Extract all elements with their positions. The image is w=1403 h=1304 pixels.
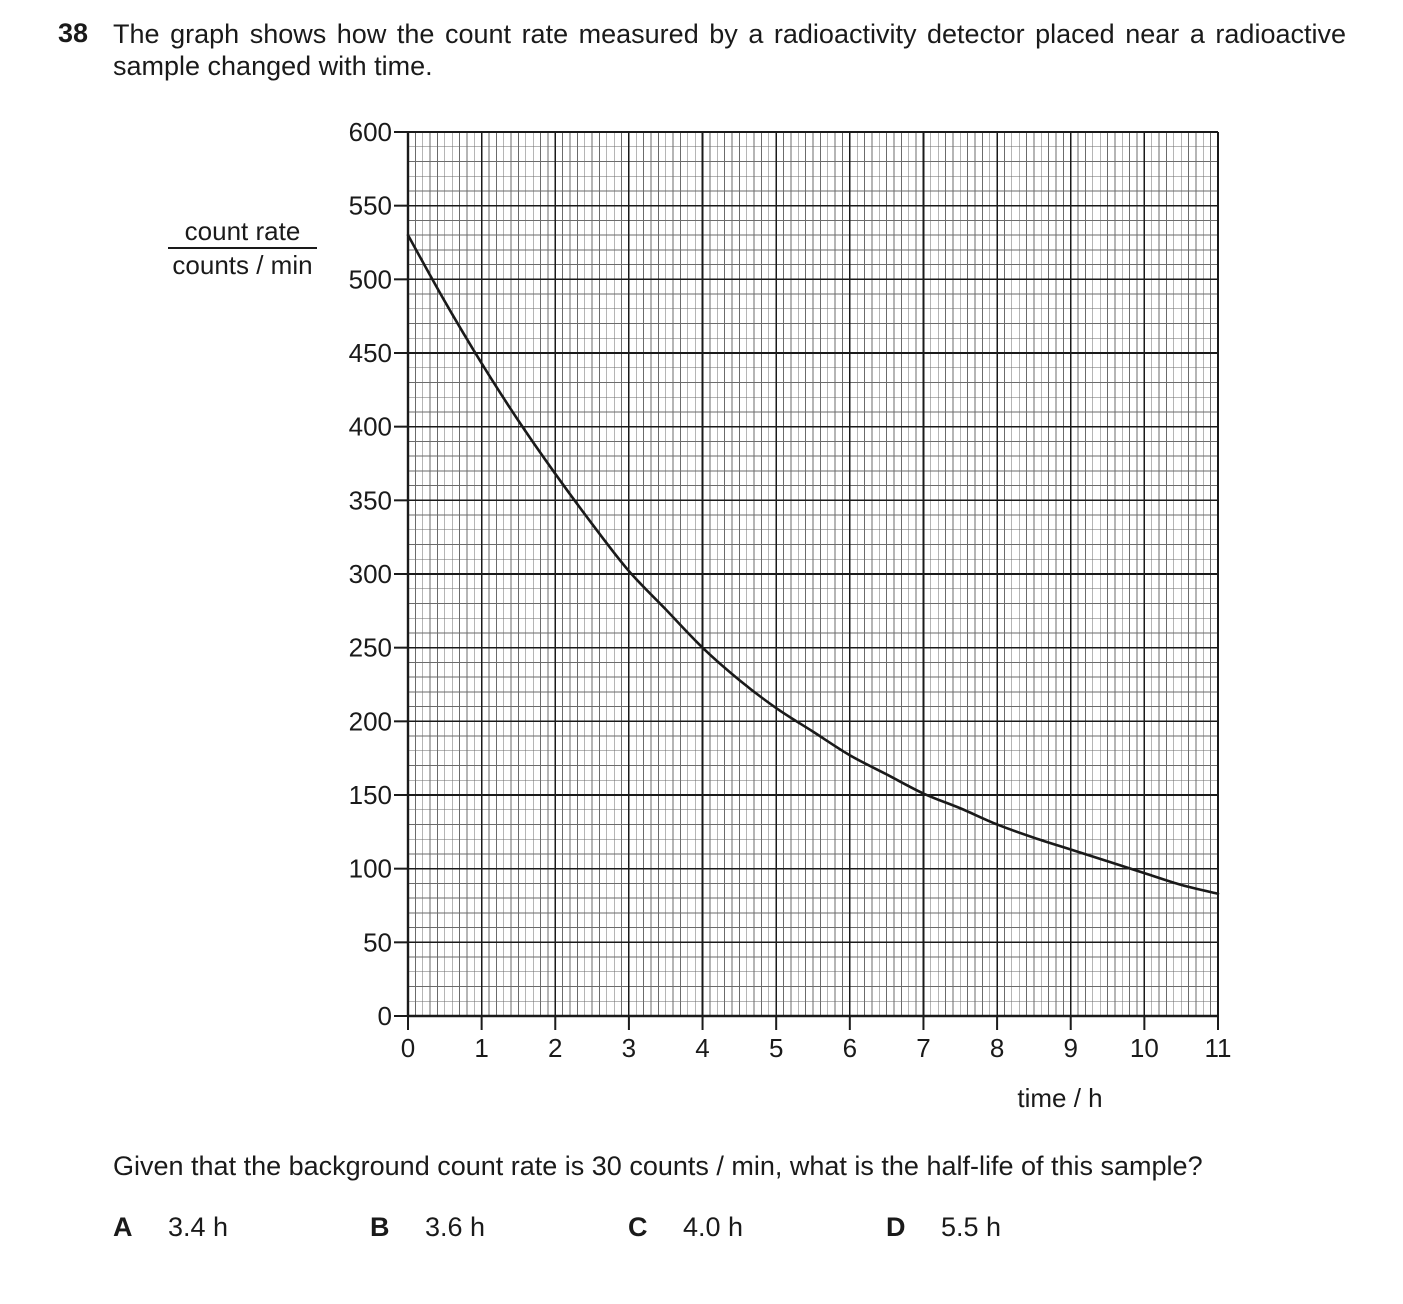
x-tick-label: 2 <box>548 1033 562 1063</box>
y-axis-label-quantity: count rate <box>168 215 317 249</box>
question-number: 38 <box>58 18 89 48</box>
x-tick-label: 11 <box>1205 1033 1232 1063</box>
option-b[interactable]: B 3.6 h <box>370 1212 485 1243</box>
tick-labels: 0 50 100 150 200 250 300 350 400 450 500 550 600 0 1 2 3… <box>349 117 1232 1063</box>
option-a-text: 3.4 h <box>168 1212 229 1242</box>
x-tick-label: 8 <box>990 1033 1004 1063</box>
option-a[interactable]: A 3.4 h <box>113 1212 228 1243</box>
option-c-text: 4.0 h <box>683 1212 744 1242</box>
x-axis-label: time / h <box>1017 1083 1103 1113</box>
count-rate-curve <box>406 233 1220 896</box>
y-tick-label: 250 <box>349 633 392 663</box>
y-axis-label-unit: counts / min <box>172 250 313 280</box>
x-tick-label: 5 <box>769 1033 783 1063</box>
y-tick-label: 0 <box>378 1001 392 1031</box>
y-tick-label: 200 <box>349 706 392 736</box>
y-tick-label: 350 <box>349 485 392 515</box>
option-b-text: 3.6 h <box>425 1212 486 1242</box>
y-tick-label: 400 <box>349 412 392 442</box>
axis-ticks <box>394 131 1219 1030</box>
y-tick-label: 300 <box>349 559 392 589</box>
question-stem: The graph shows how the count rate measu… <box>113 19 1346 81</box>
y-axis-label: count rate counts / min <box>160 215 325 281</box>
y-tick-label: 50 <box>363 927 392 957</box>
y-tick-label: 500 <box>349 264 392 294</box>
option-d[interactable]: D 5.5 h <box>886 1212 1001 1243</box>
y-tick-label: 100 <box>349 854 392 884</box>
x-tick-label: 6 <box>843 1033 857 1063</box>
question-prompt: Given that the background count rate is … <box>113 1151 1203 1181</box>
option-a-letter: A <box>113 1212 133 1242</box>
option-d-letter: D <box>886 1212 906 1242</box>
decay-curve <box>406 233 1220 896</box>
x-tick-label: 0 <box>401 1033 415 1063</box>
option-c[interactable]: C 4.0 h <box>628 1212 743 1243</box>
y-tick-label: 550 <box>349 191 392 221</box>
x-tick-label: 4 <box>695 1033 709 1063</box>
x-tick-label: 1 <box>474 1033 488 1063</box>
y-tick-label: 150 <box>349 780 392 810</box>
x-tick-label: 10 <box>1130 1033 1159 1063</box>
y-tick-label: 450 <box>349 338 392 368</box>
x-tick-label: 7 <box>916 1033 930 1063</box>
option-d-text: 5.5 h <box>941 1212 1002 1242</box>
x-tick-label: 3 <box>622 1033 636 1063</box>
x-tick-label: 9 <box>1063 1033 1077 1063</box>
option-c-letter: C <box>628 1212 648 1242</box>
option-b-letter: B <box>370 1212 390 1242</box>
y-tick-label: 600 <box>349 117 392 147</box>
